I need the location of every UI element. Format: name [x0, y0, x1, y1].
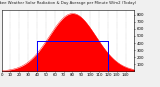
Text: Milwaukee Weather Solar Radiation & Day Average per Minute W/m2 (Today): Milwaukee Weather Solar Radiation & Day … [0, 1, 136, 5]
